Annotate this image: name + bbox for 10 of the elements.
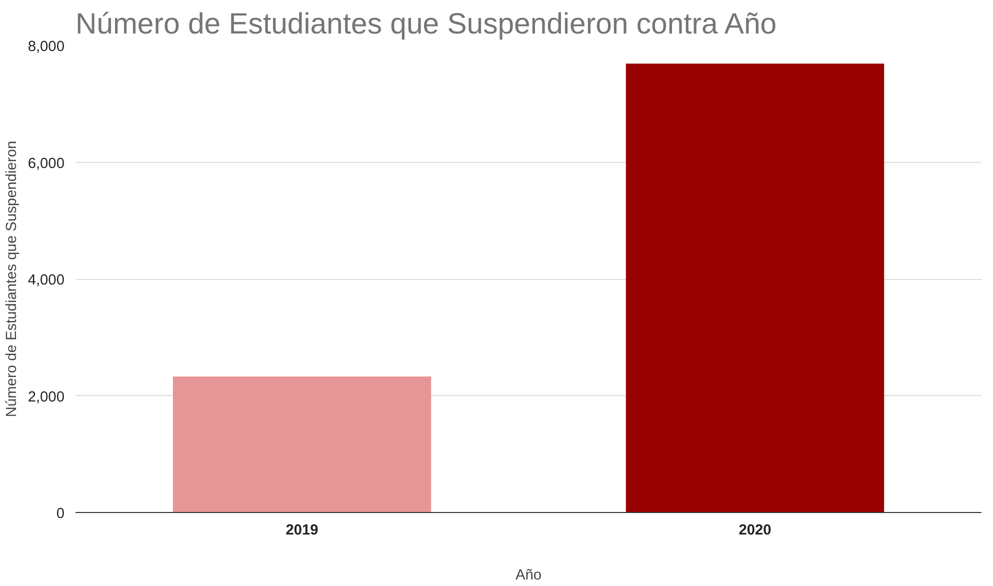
y-tick-label: 6,000 [28, 156, 65, 172]
y-tick-label: 4,000 [28, 272, 65, 288]
chart-title: Número de Estudiantes que Suspendieron contra Año [76, 8, 777, 40]
x-axis-title: Año [515, 568, 542, 584]
y-axis-title: Número de Estudiantes que Suspendieron [4, 140, 20, 418]
y-tick-label: 0 [56, 506, 65, 522]
x-tick-label: 2019 [286, 522, 318, 538]
y-tick-label: 8,000 [28, 39, 65, 55]
y-tick-label: 2,000 [28, 389, 65, 406]
x-tick-label: 2020 [738, 522, 772, 538]
